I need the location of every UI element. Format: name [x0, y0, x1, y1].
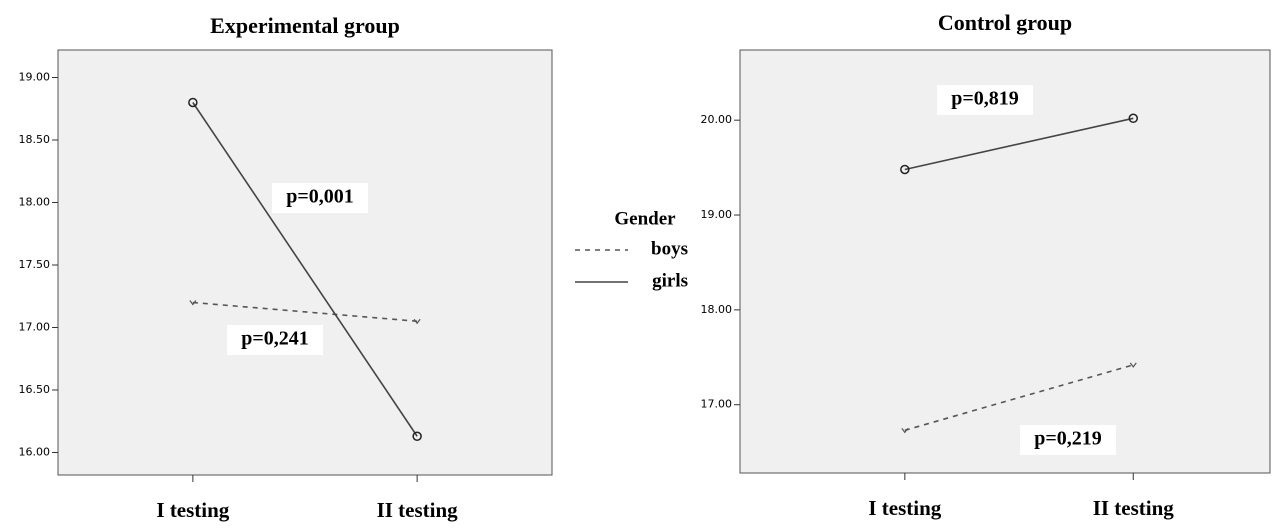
legend-title: Gender	[614, 208, 676, 229]
y-tick-label: 17.00	[19, 321, 51, 334]
x-tick-label: I testing	[868, 496, 941, 520]
marker	[412, 431, 422, 441]
x-tick-label: II testing	[377, 498, 459, 522]
marker	[413, 318, 421, 325]
y-tick-label: 18.50	[19, 133, 51, 146]
series-line	[192, 301, 418, 323]
y-tick-label: 17.50	[19, 258, 51, 271]
annotation: p=0,241	[241, 328, 309, 350]
annotation-box	[227, 325, 323, 355]
annotation-box	[272, 183, 368, 213]
marker	[1129, 362, 1137, 368]
annotation: p=0,219	[1034, 428, 1102, 450]
y-tick-label: 16.00	[19, 446, 51, 459]
chart-title: Experimental group	[210, 13, 400, 38]
legend-label: boys	[651, 238, 688, 259]
annotation-box	[1020, 425, 1116, 455]
x-tick-label: II testing	[1093, 496, 1175, 520]
y-tick-label: 19.00	[19, 71, 51, 84]
annotation: p=0,819	[951, 88, 1019, 110]
marker	[189, 300, 197, 306]
x-tick-label: I testing	[156, 498, 229, 522]
plot-area	[739, 49, 1271, 474]
marker	[901, 427, 909, 434]
legend-label: girls	[652, 270, 688, 291]
plot-area	[57, 49, 553, 476]
y-tick-label: 18.00	[19, 196, 51, 209]
y-tick-label: 16.50	[19, 383, 51, 396]
annotation-box	[937, 85, 1033, 115]
marker	[900, 164, 910, 175]
y-tick-label: 17.00	[701, 398, 733, 411]
annotation: p=0,001	[286, 186, 354, 208]
y-tick-label: 19.00	[701, 208, 733, 221]
chart-title: Control group	[938, 10, 1072, 35]
series-line	[904, 117, 1134, 171]
y-tick-label: 18.00	[701, 303, 733, 316]
y-tick-label: 20.00	[701, 113, 733, 126]
series-line	[192, 102, 418, 437]
marker	[188, 97, 198, 108]
marker	[1128, 113, 1139, 124]
